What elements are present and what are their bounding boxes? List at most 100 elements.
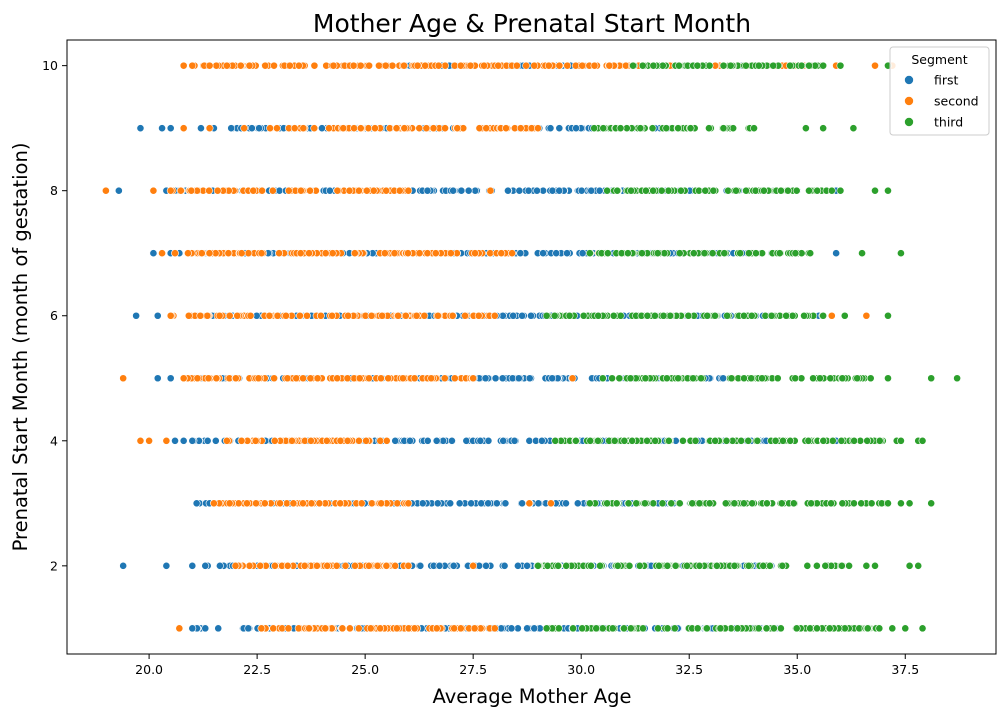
point-second (338, 624, 347, 633)
point-second (367, 311, 376, 320)
point-second (251, 436, 260, 445)
point-first (516, 249, 525, 258)
point-third (905, 499, 914, 508)
point-first (158, 124, 166, 133)
point-second (423, 249, 432, 258)
point-first (464, 186, 473, 195)
point-second (441, 124, 449, 133)
point-first (482, 561, 490, 570)
point-third (766, 561, 774, 570)
point-second (547, 499, 555, 508)
point-second (237, 436, 246, 445)
point-first (166, 374, 175, 383)
point-second (205, 61, 214, 70)
point-third (551, 436, 560, 445)
point-first (552, 249, 561, 258)
point-third (786, 61, 794, 70)
point-third (648, 124, 657, 133)
point-first (518, 311, 526, 320)
point-second (415, 249, 424, 258)
point-first (500, 561, 509, 570)
point-second (404, 561, 413, 570)
point-third (849, 124, 858, 133)
point-third (670, 624, 679, 633)
point-third (674, 124, 682, 133)
point-first (527, 311, 535, 320)
point-second (297, 186, 305, 195)
point-second (394, 311, 402, 320)
series-second (101, 61, 897, 633)
point-second (555, 61, 564, 70)
point-second (222, 61, 231, 70)
point-third (632, 499, 641, 508)
point-third (777, 499, 786, 508)
point-third (663, 561, 672, 570)
point-third (642, 186, 650, 195)
point-third (603, 249, 612, 258)
point-second (269, 624, 278, 633)
point-third (782, 311, 791, 320)
point-first (203, 436, 212, 445)
point-third (744, 561, 753, 570)
legend-label-first: first (934, 73, 959, 88)
point-second (243, 499, 251, 508)
point-first (498, 374, 507, 383)
point-second (313, 374, 322, 383)
point-third (628, 436, 637, 445)
point-third (838, 374, 847, 383)
point-second (480, 61, 488, 70)
point-third (918, 624, 927, 633)
point-second (448, 311, 457, 320)
point-first (114, 186, 123, 195)
point-second (351, 561, 359, 570)
point-third (747, 311, 756, 320)
point-second (166, 311, 175, 320)
point-third (654, 624, 662, 633)
x-tick-label: 25.0 (351, 662, 379, 677)
point-second (205, 186, 214, 195)
point-third (629, 61, 637, 70)
point-first (201, 561, 210, 570)
point-third (778, 561, 787, 570)
point-third (638, 61, 647, 70)
point-first (563, 249, 571, 258)
point-third (747, 374, 756, 383)
point-third (712, 561, 721, 570)
point-first (501, 499, 510, 508)
point-third (788, 311, 797, 320)
point-first (162, 561, 171, 570)
point-third (620, 624, 628, 633)
point-third (875, 436, 884, 445)
point-third (845, 561, 853, 570)
point-first (166, 124, 175, 133)
point-third (730, 499, 739, 508)
point-second (502, 124, 510, 133)
point-second (393, 499, 402, 508)
point-second (343, 374, 352, 383)
point-third (762, 624, 771, 633)
point-second (355, 436, 363, 445)
point-third (866, 374, 875, 383)
point-third (683, 561, 691, 570)
point-third (660, 249, 669, 258)
point-third (863, 436, 872, 445)
point-third (760, 186, 768, 195)
point-second (369, 186, 378, 195)
y-tick-label: 4 (50, 433, 58, 448)
point-second (179, 124, 188, 133)
legend-marker-third (904, 117, 914, 127)
point-second (307, 499, 316, 508)
point-third (543, 561, 552, 570)
point-second (420, 311, 429, 320)
x-axis-label: Average Mother Age (433, 685, 632, 708)
point-second (305, 624, 313, 633)
point-third (701, 186, 710, 195)
point-third (807, 499, 816, 508)
point-second (486, 186, 495, 195)
point-first (530, 624, 539, 633)
point-third (888, 624, 897, 633)
point-third (596, 561, 604, 570)
point-second (212, 61, 221, 70)
point-third (709, 186, 718, 195)
point-second (512, 61, 521, 70)
